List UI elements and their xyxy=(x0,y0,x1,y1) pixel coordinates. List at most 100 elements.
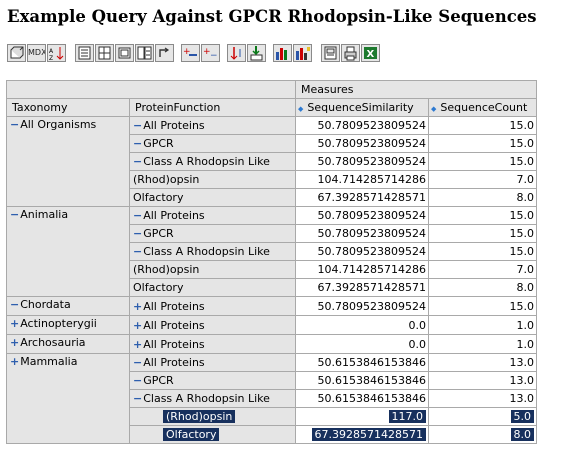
show-properties-icon[interactable] xyxy=(135,44,154,62)
collapse-icon[interactable]: − xyxy=(133,209,142,222)
collapse-icon[interactable]: − xyxy=(10,118,19,131)
sequence-count-cell: 15.0 xyxy=(429,243,537,261)
collapse-icon[interactable]: − xyxy=(10,208,19,221)
sequence-count-cell-value: 15.0 xyxy=(510,155,535,168)
protein-function-member: (Rhod)opsin xyxy=(130,171,296,189)
sequence-count-cell-value: 8.0 xyxy=(511,428,535,441)
export-excel-icon[interactable]: X xyxy=(361,44,380,62)
table-row: +Archosauria +All Proteins 0.0 1.0 xyxy=(7,335,537,354)
collapse-icon[interactable]: − xyxy=(133,119,142,132)
protein-function-label: Olfactory xyxy=(133,281,183,294)
collapse-icon[interactable]: − xyxy=(133,227,142,240)
protein-function-member: −Class A Rhodopsin Like xyxy=(130,390,296,408)
show-parent-first-icon[interactable] xyxy=(75,44,94,62)
sort-icon[interactable]: ◆ xyxy=(431,105,436,113)
sequence-count-cell-value: 13.0 xyxy=(510,374,535,387)
expand-icon[interactable]: + xyxy=(133,338,142,351)
svg-text:Z: Z xyxy=(49,55,53,61)
collapse-icon[interactable]: − xyxy=(133,356,142,369)
selected-member-label[interactable]: (Rhod)opsin xyxy=(163,410,235,423)
drill-member-icon[interactable]: + xyxy=(181,44,200,62)
expand-icon[interactable]: + xyxy=(133,300,142,313)
column-header-row: Taxonomy ProteinFunction ◆ SequenceSimila… xyxy=(7,99,537,117)
protein-function-member: +All Proteins xyxy=(130,335,296,354)
protein-function-member: −Class A Rhodopsin Like xyxy=(130,153,296,171)
mdx-editor-button[interactable]: MDX xyxy=(27,44,46,62)
sequence-count-cell-value: 15.0 xyxy=(510,209,535,222)
sequence-count-cell: 7.0 xyxy=(429,171,537,189)
protein-function-member: Olfactory xyxy=(130,279,296,297)
protein-function-label: GPCR xyxy=(143,374,173,387)
sequence-similarity-cell-value: 117.0 xyxy=(389,410,427,423)
protein-function-member: Olfactory xyxy=(130,426,296,444)
sequence-similarity-cell: 50.7809523809524 xyxy=(296,153,429,171)
swap-axes-icon[interactable] xyxy=(155,44,174,62)
collapse-icon[interactable]: − xyxy=(133,392,142,405)
hide-spans-icon[interactable] xyxy=(115,44,134,62)
drill-through-icon[interactable] xyxy=(247,44,266,62)
sequence-similarity-cell: 50.7809523809524 xyxy=(296,297,429,316)
show-parent-last-icon[interactable] xyxy=(95,44,114,62)
sequence-count-cell: 15.0 xyxy=(429,297,537,316)
measures-header-row: Measures xyxy=(7,81,537,99)
protein-function-label: Class A Rhodopsin Like xyxy=(143,245,270,258)
collapse-icon[interactable]: − xyxy=(133,374,142,387)
sequence-similarity-cell-value: 50.6153846153846 xyxy=(318,356,426,369)
sequence-similarity-header[interactable]: ◆ SequenceSimilarity xyxy=(296,99,429,117)
svg-text:−: − xyxy=(210,51,218,61)
svg-text:X: X xyxy=(367,49,375,60)
protein-function-member: −All Proteins xyxy=(130,354,296,372)
sequence-count-cell-value: 15.0 xyxy=(510,227,535,240)
collapse-icon[interactable]: − xyxy=(133,155,142,168)
svg-text:A: A xyxy=(49,48,54,55)
print-pdf-icon[interactable] xyxy=(341,44,360,62)
sequence-similarity-header-label: SequenceSimilarity xyxy=(307,101,413,114)
sort-icon[interactable]: ◆ xyxy=(298,105,303,113)
sequence-count-cell-value: 5.0 xyxy=(511,410,535,423)
protein-function-member: +All Proteins xyxy=(130,297,296,316)
protein-function-label: (Rhod)opsin xyxy=(133,263,199,276)
sequence-similarity-cell-value: 50.6153846153846 xyxy=(318,374,426,387)
sequence-count-cell: 8.0 xyxy=(429,426,537,444)
protein-function-member: +All Proteins xyxy=(130,316,296,335)
protein-function-label: All Proteins xyxy=(143,338,204,351)
drill-replace-icon[interactable] xyxy=(227,44,246,62)
selected-member-label[interactable]: Olfactory xyxy=(163,428,219,441)
collapse-icon[interactable]: − xyxy=(133,137,142,150)
taxonomy-member-label: All Organisms xyxy=(20,118,96,131)
print-config-icon[interactable] xyxy=(321,44,340,62)
sequence-similarity-cell: 104.714285714286 xyxy=(296,261,429,279)
taxonomy-member: +Mammalia xyxy=(7,354,130,444)
collapse-icon[interactable]: − xyxy=(10,298,19,311)
sequence-count-cell-value: 8.0 xyxy=(517,191,535,204)
protein-function-member: −GPCR xyxy=(130,372,296,390)
sequence-count-cell: 15.0 xyxy=(429,225,537,243)
cube-navigator-icon[interactable] xyxy=(7,44,26,62)
taxonomy-member-label: Chordata xyxy=(20,298,71,311)
mdx-button-label: MDX xyxy=(28,48,46,57)
show-chart-icon[interactable] xyxy=(273,44,292,62)
sequence-count-cell-value: 13.0 xyxy=(510,392,535,405)
chart-config-icon[interactable] xyxy=(293,44,312,62)
expand-icon[interactable]: + xyxy=(10,317,19,330)
protein-function-member: −Class A Rhodopsin Like xyxy=(130,243,296,261)
page-title: Example Query Against GPCR Rhodopsin-Lik… xyxy=(7,7,537,26)
drill-position-icon[interactable]: + − xyxy=(201,44,220,62)
collapse-icon[interactable]: − xyxy=(133,245,142,258)
table-row: +Mammalia −All Proteins 50.6153846153846 13… xyxy=(7,354,537,372)
sequence-similarity-cell: 50.7809523809524 xyxy=(296,117,429,135)
taxonomy-member-label: Actinopterygii xyxy=(20,317,97,330)
sequence-count-cell: 15.0 xyxy=(429,117,537,135)
protein-function-label: (Rhod)opsin xyxy=(133,173,199,186)
protein-function-header: ProteinFunction xyxy=(130,99,296,117)
expand-icon[interactable]: + xyxy=(10,336,19,349)
sequence-similarity-cell-value: 104.714285714286 xyxy=(318,263,426,276)
taxonomy-member: −Chordata xyxy=(7,297,130,316)
sequence-similarity-cell: 50.7809523809524 xyxy=(296,243,429,261)
protein-function-label: Class A Rhodopsin Like xyxy=(143,155,270,168)
sequence-count-cell-value: 1.0 xyxy=(517,338,535,351)
sequence-count-header[interactable]: ◆ SequenceCount xyxy=(429,99,537,117)
expand-icon[interactable]: + xyxy=(133,319,142,332)
expand-icon[interactable]: + xyxy=(10,355,19,368)
